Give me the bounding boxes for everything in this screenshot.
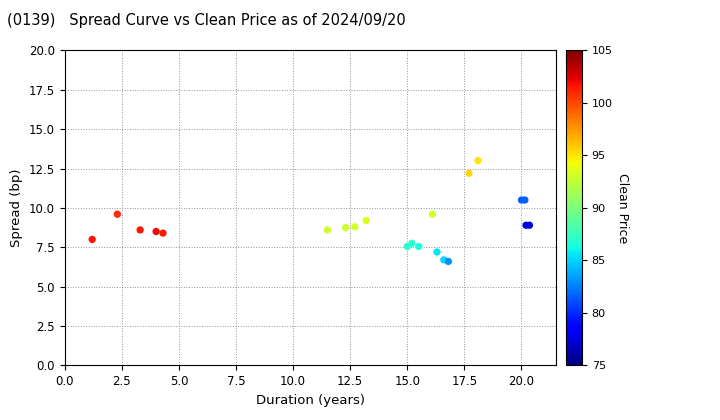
Point bbox=[340, 224, 351, 231]
Text: (0139)   Spread Curve vs Clean Price as of 2024/09/20: (0139) Spread Curve vs Clean Price as of… bbox=[7, 13, 406, 28]
Point bbox=[322, 227, 333, 234]
Point bbox=[86, 236, 98, 243]
Point bbox=[427, 211, 438, 218]
Point bbox=[472, 157, 484, 164]
X-axis label: Duration (years): Duration (years) bbox=[256, 394, 365, 407]
Point bbox=[361, 217, 372, 224]
Point bbox=[521, 222, 532, 228]
Point bbox=[349, 223, 361, 230]
Y-axis label: Clean Price: Clean Price bbox=[616, 173, 629, 243]
Point bbox=[150, 228, 162, 235]
Point bbox=[519, 197, 531, 203]
Point bbox=[523, 222, 535, 228]
Point bbox=[431, 249, 443, 255]
Y-axis label: Spread (bp): Spread (bp) bbox=[10, 169, 23, 247]
Point bbox=[135, 227, 146, 234]
Point bbox=[438, 257, 449, 263]
Point bbox=[443, 258, 454, 265]
Point bbox=[463, 170, 474, 176]
Point bbox=[413, 243, 425, 250]
Point bbox=[157, 230, 168, 236]
Point bbox=[406, 240, 418, 247]
Point bbox=[112, 211, 123, 218]
Point bbox=[516, 197, 527, 203]
Point bbox=[402, 243, 413, 250]
